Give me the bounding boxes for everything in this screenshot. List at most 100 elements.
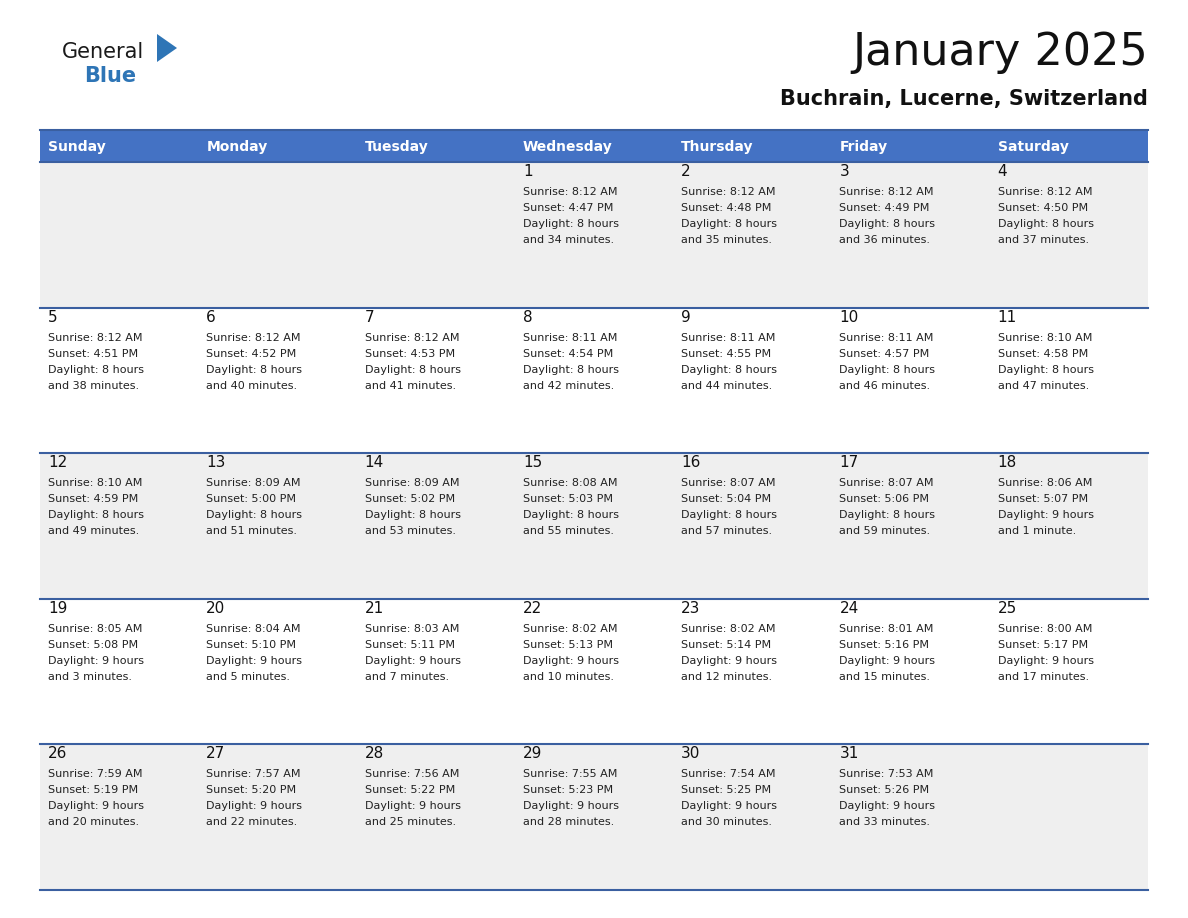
Text: and 57 minutes.: and 57 minutes. [681, 526, 772, 536]
Text: Sunset: 5:03 PM: Sunset: 5:03 PM [523, 494, 613, 504]
Text: Sunrise: 8:02 AM: Sunrise: 8:02 AM [523, 624, 618, 633]
Text: 20: 20 [207, 600, 226, 616]
Text: Sunrise: 8:10 AM: Sunrise: 8:10 AM [48, 478, 143, 488]
Text: Sunset: 5:13 PM: Sunset: 5:13 PM [523, 640, 613, 650]
Text: Sunset: 4:59 PM: Sunset: 4:59 PM [48, 494, 138, 504]
Bar [356, 130, 514, 162]
Text: Sunrise: 8:12 AM: Sunrise: 8:12 AM [840, 187, 934, 197]
Text: Sunrise: 8:08 AM: Sunrise: 8:08 AM [523, 478, 618, 488]
Text: Thursday: Thursday [681, 140, 753, 154]
Text: Daylight: 8 hours: Daylight: 8 hours [840, 219, 935, 229]
Text: Daylight: 8 hours: Daylight: 8 hours [48, 510, 144, 521]
Text: Sunset: 4:51 PM: Sunset: 4:51 PM [48, 349, 138, 359]
Text: Sunset: 4:55 PM: Sunset: 4:55 PM [681, 349, 771, 359]
Text: and 59 minutes.: and 59 minutes. [840, 526, 930, 536]
Text: Sunrise: 8:12 AM: Sunrise: 8:12 AM [681, 187, 776, 197]
Text: Sunrise: 7:57 AM: Sunrise: 7:57 AM [207, 769, 301, 779]
Bar [40, 130, 198, 162]
Text: Sunset: 4:57 PM: Sunset: 4:57 PM [840, 349, 930, 359]
Text: and 7 minutes.: and 7 minutes. [365, 672, 449, 682]
Text: and 38 minutes.: and 38 minutes. [48, 381, 139, 390]
Text: Friday: Friday [840, 140, 887, 154]
Text: Daylight: 9 hours: Daylight: 9 hours [207, 801, 302, 812]
Text: Tuesday: Tuesday [365, 140, 429, 154]
Text: Daylight: 9 hours: Daylight: 9 hours [365, 801, 461, 812]
Bar [514, 130, 674, 162]
Text: General: General [62, 42, 144, 62]
Text: Sunset: 5:26 PM: Sunset: 5:26 PM [840, 786, 929, 795]
Text: 27: 27 [207, 746, 226, 761]
Text: Daylight: 9 hours: Daylight: 9 hours [681, 655, 777, 666]
Text: and 15 minutes.: and 15 minutes. [840, 672, 930, 682]
Text: Sunset: 5:14 PM: Sunset: 5:14 PM [681, 640, 771, 650]
Text: Sunrise: 8:00 AM: Sunrise: 8:00 AM [998, 624, 1092, 633]
Text: Sunset: 5:08 PM: Sunset: 5:08 PM [48, 640, 138, 650]
Text: and 17 minutes.: and 17 minutes. [998, 672, 1089, 682]
Text: and 36 minutes.: and 36 minutes. [840, 235, 930, 245]
Text: Sunset: 5:19 PM: Sunset: 5:19 PM [48, 786, 138, 795]
Bar [40, 453, 1148, 599]
Text: 30: 30 [681, 746, 701, 761]
Text: Sunrise: 8:12 AM: Sunrise: 8:12 AM [998, 187, 1092, 197]
Text: 31: 31 [840, 746, 859, 761]
Text: Sunrise: 8:02 AM: Sunrise: 8:02 AM [681, 624, 776, 633]
Text: and 1 minute.: and 1 minute. [998, 526, 1076, 536]
Bar [40, 744, 1148, 890]
Text: and 53 minutes.: and 53 minutes. [365, 526, 455, 536]
Text: Sunset: 4:58 PM: Sunset: 4:58 PM [998, 349, 1088, 359]
Text: 3: 3 [840, 164, 849, 179]
Text: Daylight: 9 hours: Daylight: 9 hours [681, 801, 777, 812]
Text: and 12 minutes.: and 12 minutes. [681, 672, 772, 682]
Text: Sunset: 4:53 PM: Sunset: 4:53 PM [365, 349, 455, 359]
Text: Sunrise: 8:07 AM: Sunrise: 8:07 AM [681, 478, 776, 488]
Text: 29: 29 [523, 746, 542, 761]
Text: Sunrise: 8:04 AM: Sunrise: 8:04 AM [207, 624, 301, 633]
Text: Daylight: 8 hours: Daylight: 8 hours [840, 510, 935, 521]
Text: Saturday: Saturday [998, 140, 1068, 154]
Text: Sunrise: 7:54 AM: Sunrise: 7:54 AM [681, 769, 776, 779]
Text: and 10 minutes.: and 10 minutes. [523, 672, 614, 682]
Text: January 2025: January 2025 [852, 31, 1148, 74]
Text: Daylight: 9 hours: Daylight: 9 hours [840, 655, 935, 666]
Text: 5: 5 [48, 309, 58, 325]
Text: Sunrise: 7:56 AM: Sunrise: 7:56 AM [365, 769, 459, 779]
Text: Sunset: 4:49 PM: Sunset: 4:49 PM [840, 203, 930, 213]
Text: and 33 minutes.: and 33 minutes. [840, 817, 930, 827]
Polygon shape [157, 34, 177, 62]
Text: Sunset: 4:48 PM: Sunset: 4:48 PM [681, 203, 771, 213]
Text: Daylight: 8 hours: Daylight: 8 hours [681, 364, 777, 375]
Text: and 28 minutes.: and 28 minutes. [523, 817, 614, 827]
Text: 28: 28 [365, 746, 384, 761]
Text: Daylight: 9 hours: Daylight: 9 hours [207, 655, 302, 666]
Text: Sunrise: 8:07 AM: Sunrise: 8:07 AM [840, 478, 934, 488]
Text: and 41 minutes.: and 41 minutes. [365, 381, 456, 390]
Text: 13: 13 [207, 455, 226, 470]
Text: Sunrise: 8:12 AM: Sunrise: 8:12 AM [48, 332, 143, 342]
Text: Sunset: 5:00 PM: Sunset: 5:00 PM [207, 494, 296, 504]
Text: Sunrise: 8:10 AM: Sunrise: 8:10 AM [998, 332, 1092, 342]
Text: and 3 minutes.: and 3 minutes. [48, 672, 132, 682]
Text: Daylight: 9 hours: Daylight: 9 hours [840, 801, 935, 812]
Text: Sunset: 4:52 PM: Sunset: 4:52 PM [207, 349, 297, 359]
Text: Sunset: 5:07 PM: Sunset: 5:07 PM [998, 494, 1088, 504]
Text: Sunrise: 7:55 AM: Sunrise: 7:55 AM [523, 769, 618, 779]
Text: Blue: Blue [84, 66, 137, 86]
Text: Sunrise: 8:09 AM: Sunrise: 8:09 AM [365, 478, 459, 488]
Bar [198, 130, 356, 162]
Text: Daylight: 9 hours: Daylight: 9 hours [523, 655, 619, 666]
Bar [40, 599, 1148, 744]
Text: 7: 7 [365, 309, 374, 325]
Text: 12: 12 [48, 455, 68, 470]
Text: Daylight: 8 hours: Daylight: 8 hours [840, 364, 935, 375]
Text: Sunrise: 8:12 AM: Sunrise: 8:12 AM [207, 332, 301, 342]
Text: Buchrain, Lucerne, Switzerland: Buchrain, Lucerne, Switzerland [781, 89, 1148, 109]
Text: Daylight: 9 hours: Daylight: 9 hours [998, 655, 1094, 666]
Text: 17: 17 [840, 455, 859, 470]
Text: Daylight: 8 hours: Daylight: 8 hours [365, 364, 461, 375]
Text: Sunrise: 8:11 AM: Sunrise: 8:11 AM [523, 332, 618, 342]
Text: Daylight: 8 hours: Daylight: 8 hours [998, 219, 1094, 229]
Text: Sunset: 5:22 PM: Sunset: 5:22 PM [365, 786, 455, 795]
Bar [990, 130, 1148, 162]
Text: 11: 11 [998, 309, 1017, 325]
Text: Daylight: 9 hours: Daylight: 9 hours [523, 801, 619, 812]
